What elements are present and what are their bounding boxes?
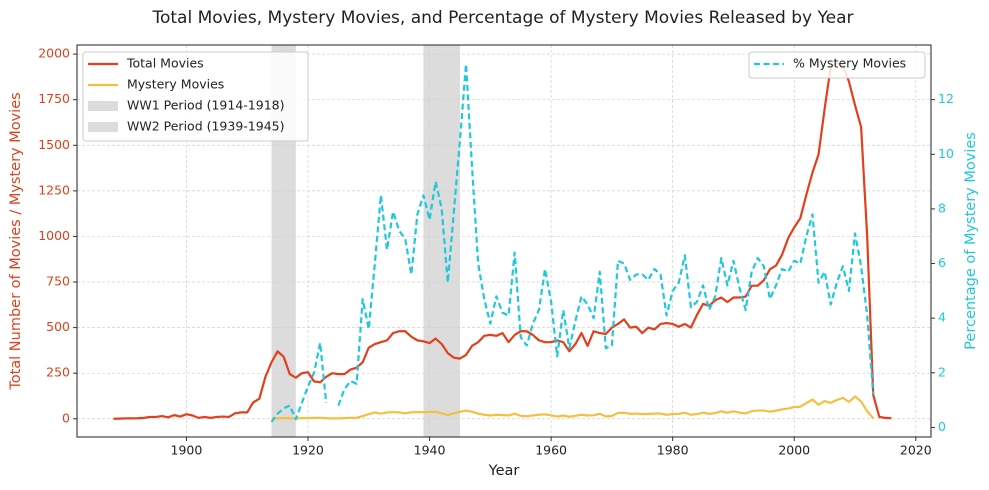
y-axis-label: Total Number of Movies / Mystery Movies <box>8 92 24 390</box>
y-tick-label: 0 <box>62 410 70 425</box>
legend-swatch <box>88 122 118 132</box>
y-tick-label: 1500 <box>38 137 70 152</box>
y-tick-label: 1750 <box>38 91 70 106</box>
y-tick-label: 250 <box>46 365 70 380</box>
x-tick-label: 2000 <box>778 443 810 458</box>
y2-tick-label: 2 <box>938 364 946 379</box>
y-tick-label: 1250 <box>38 182 70 197</box>
legend-label: Total Movies <box>126 56 204 71</box>
x-tick-label: 1960 <box>535 443 567 458</box>
period-span <box>423 45 460 437</box>
y2-tick-label: 12 <box>938 91 954 106</box>
legend-label: WW1 Period (1914-1918) <box>127 98 284 113</box>
y2-tick-label: 8 <box>938 200 946 215</box>
legend-swatch <box>88 101 118 111</box>
x-tick-label: 1940 <box>414 443 446 458</box>
legend-label: WW2 Period (1939-1945) <box>127 119 284 134</box>
x-tick-label: 1900 <box>171 443 203 458</box>
legend-box <box>82 51 309 142</box>
series-line <box>113 62 892 420</box>
series-line <box>271 395 875 420</box>
y2-tick-label: 10 <box>938 146 954 161</box>
y2-tick-label: 6 <box>938 255 946 270</box>
legend-label: % Mystery Movies <box>793 56 906 71</box>
x-axis-label: Year <box>488 463 520 479</box>
series-line <box>270 63 875 423</box>
x-tick-label: 1980 <box>657 443 689 458</box>
plot-frame <box>76 44 932 438</box>
legend: % Mystery Movies <box>748 51 926 79</box>
legend-label: Mystery Movies <box>127 77 224 92</box>
legend-box <box>748 51 926 79</box>
legend: Total Movies Mystery Movies WW1 Period (19… <box>82 51 309 142</box>
y-tick-label: 750 <box>46 274 70 289</box>
y2-tick-label: 4 <box>938 310 946 325</box>
x-tick-label: 1920 <box>292 443 324 458</box>
y-tick-label: 2000 <box>38 46 70 61</box>
y-tick-label: 500 <box>46 319 70 334</box>
chart-title: Total Movies, Mystery Movies, and Percen… <box>151 8 853 28</box>
x-tick-label: 2020 <box>900 443 932 458</box>
y2-axis-label: Percentage of Mystery Movies <box>963 132 979 350</box>
y-tick-label: 1000 <box>38 228 70 243</box>
y2-tick-label: 0 <box>938 419 946 434</box>
